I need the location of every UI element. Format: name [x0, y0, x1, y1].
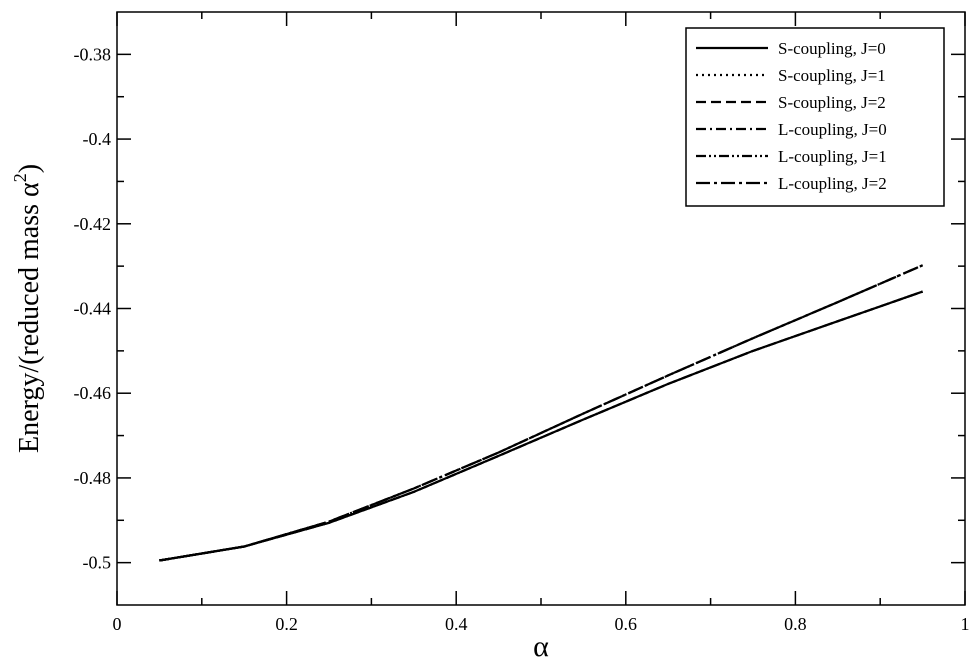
x-tick-label: 0.8 — [784, 614, 807, 634]
y-tick-label: -0.48 — [74, 468, 112, 488]
legend-entry: S-coupling, J=1 — [778, 66, 886, 85]
y-tick-label: -0.42 — [74, 214, 112, 234]
x-axis-label: α — [533, 630, 549, 661]
y-axis-label-sup: 2 — [10, 173, 30, 182]
series-line-s-coupling-j-0 — [159, 290, 923, 562]
y-axis-label-main: Energy/(reduced mass α — [14, 182, 45, 453]
legend-box — [685, 27, 945, 207]
legend-entry: S-coupling, J=0 — [778, 39, 886, 58]
x-tick-label: 0.6 — [615, 614, 638, 634]
y-axis-label-close: ) — [14, 164, 45, 173]
y-tick-label: -0.46 — [74, 383, 112, 403]
legend-entry: L-coupling, J=2 — [778, 174, 887, 193]
y-tick-label: -0.5 — [83, 553, 112, 573]
x-tick-label: 0.4 — [445, 614, 468, 634]
ticks-layer: 0 0.2 0.4 0.6 0.8 1 -0.5 -0.48 -0.46 -0.44 -0.42 -0… — [74, 12, 970, 634]
series-line-l-coupling-j-0 — [159, 264, 924, 562]
legend-entry: L-coupling, J=0 — [778, 120, 887, 139]
y-tick-label: -0.44 — [74, 299, 112, 319]
x-tick-label: 0.2 — [275, 614, 298, 634]
legend-entry: S-coupling, J=2 — [778, 93, 886, 112]
series-layer — [159, 264, 924, 562]
y-tick-label: -0.38 — [74, 44, 112, 64]
x-tick-label: 0 — [113, 614, 122, 634]
x-tick-label: 1 — [961, 614, 970, 634]
y-tick-label: -0.4 — [83, 129, 112, 149]
legend: S-coupling, J=0 S-coupling, J=1 S-coupling… — [685, 27, 945, 207]
legend-entry: L-coupling, J=1 — [778, 147, 887, 166]
y-axis-label: Energy/(reduced mass α2) — [10, 164, 45, 453]
